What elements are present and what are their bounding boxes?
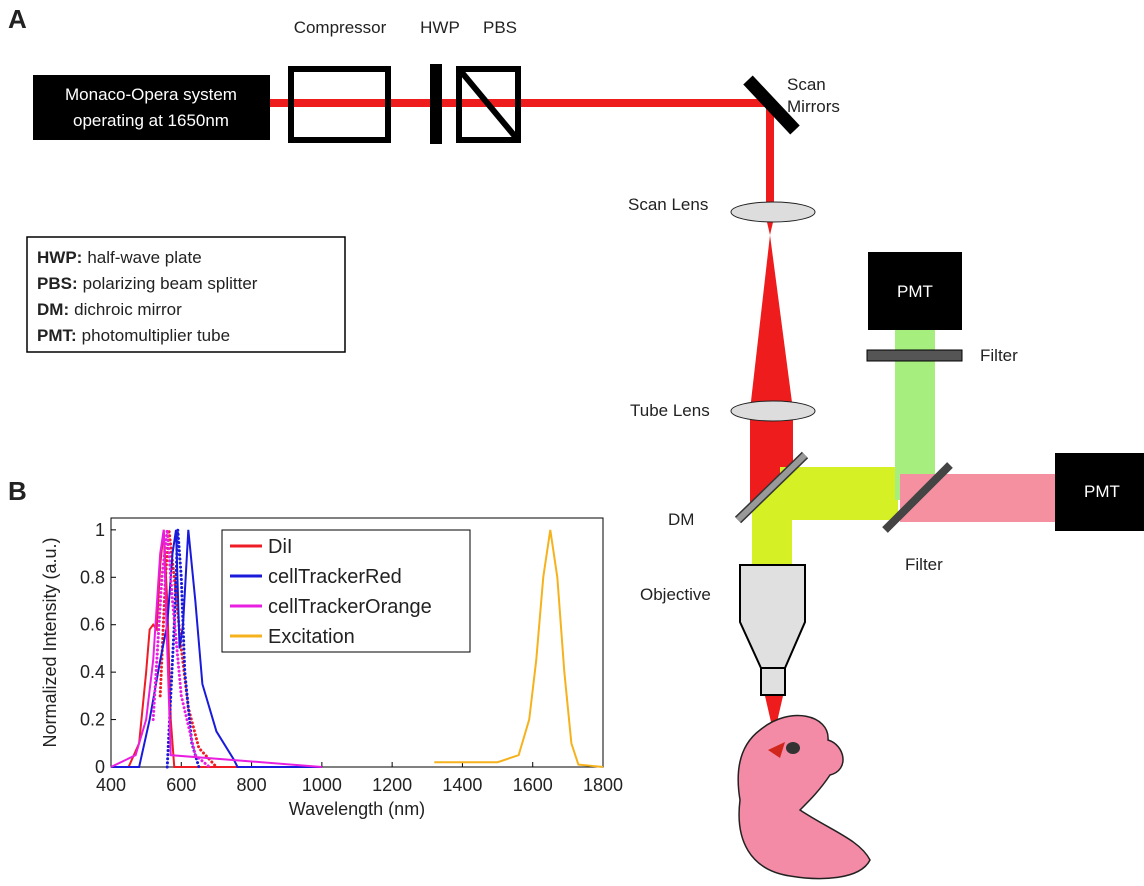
panel-label: B [8,476,27,506]
beam [900,474,1056,522]
hwp-label: HWP [420,18,460,37]
beam [780,467,898,520]
legend-label: cellTrackerRed [268,566,402,588]
key-entry: HWP: half-wave plate [37,248,202,267]
scan-lens [731,202,815,222]
y-tick-label: 0.6 [80,615,105,635]
key-text: dichroic mirror [74,300,182,319]
key-entry: PBS: polarizing beam splitter [37,274,258,293]
scan-mirrors-label: Scan [787,75,826,94]
mouse [738,716,870,879]
pmt-label: PMT [897,282,933,301]
y-tick-label: 0 [95,757,105,777]
scan-lens-label: Scan Lens [628,195,708,214]
y-tick-label: 0.8 [80,567,105,587]
key-text: polarizing beam splitter [83,274,258,293]
objective [740,565,805,668]
y-tick-label: 1 [95,520,105,540]
x-tick-label: 1400 [442,775,482,795]
objective-label: Objective [640,585,711,604]
legend-label: Excitation [268,626,355,648]
x-tick-label: 1200 [372,775,412,795]
x-tick-label: 1800 [583,775,623,795]
scan-mirrors-label: Mirrors [787,97,840,116]
x-axis-label: Wavelength (nm) [289,799,425,819]
x-tick-label: 800 [237,775,267,795]
key-abbr: DM: [37,300,69,319]
hwp [430,64,442,144]
filter [867,350,962,361]
mouse-eye [786,742,800,754]
tube-lens-label: Tube Lens [630,401,710,420]
key-text: photomultiplier tube [82,326,230,345]
dm-label: DM [668,510,694,529]
filter-label: Filter [905,555,943,574]
x-tick-label: 1000 [302,775,342,795]
setup-diagram: A Monaco-Opera system operating at 1650n… [8,4,1144,879]
compressor-label: Compressor [294,18,387,37]
objective [761,668,785,695]
laser-label: Monaco-Opera system [65,85,237,104]
legend-label: DiI [268,536,292,558]
filter-label: Filter [980,346,1018,365]
beam [750,235,793,410]
spectra-chart: B 400 600 800 1000 1200 1400 1600 1800 0 0.2 0.4 0.6… [8,476,623,819]
x-tick-label: 600 [166,775,196,795]
tube-lens [731,401,815,421]
x-tick-label: 1600 [513,775,553,795]
key-entry: DM: dichroic mirror [37,300,182,319]
laser-label: operating at 1650nm [73,111,229,130]
key-text: half-wave plate [87,248,201,267]
legend-label: cellTrackerOrange [268,596,432,618]
key-entry: PMT: photomultiplier tube [37,326,230,345]
x-tick-label: 400 [96,775,126,795]
pbs-label: PBS [483,18,517,37]
key-abbr: PMT: [37,326,77,345]
y-tick-label: 0.4 [80,662,105,682]
pmt-label: PMT [1084,482,1120,501]
key-abbr: HWP: [37,248,82,267]
figure: A Monaco-Opera system operating at 1650n… [0,0,1144,881]
beam [766,103,774,203]
y-tick-label: 0.2 [80,710,105,730]
panel-label: A [8,4,27,34]
key-abbr: PBS: [37,274,78,293]
y-axis-label: Normalized Intensity (a.u.) [40,537,60,747]
